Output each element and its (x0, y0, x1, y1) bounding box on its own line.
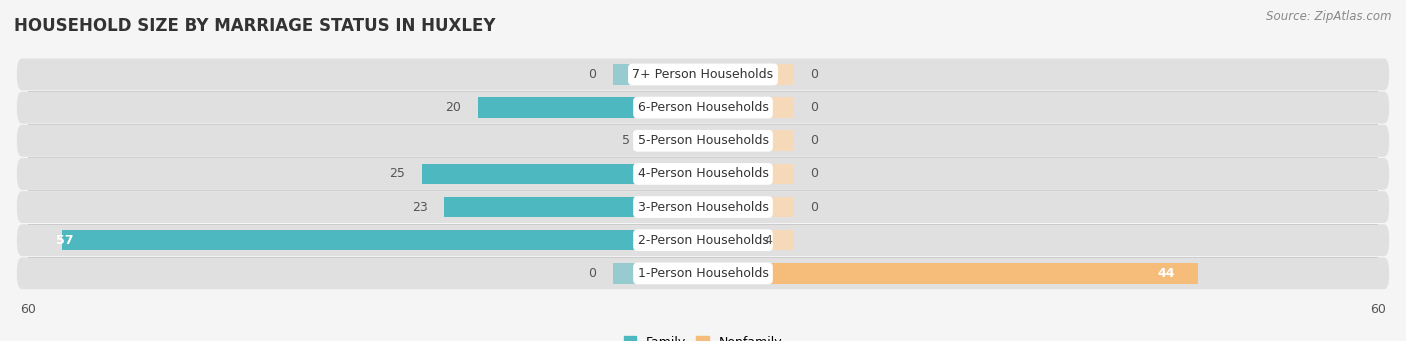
Text: 20: 20 (446, 101, 461, 114)
Text: 1-Person Households: 1-Person Households (637, 267, 769, 280)
Text: 57: 57 (56, 234, 73, 247)
Bar (613, 64, 703, 85)
FancyBboxPatch shape (17, 92, 1389, 123)
Bar (613, 263, 703, 284)
Bar (703, 230, 793, 251)
Bar (444, 197, 703, 217)
Text: 7+ Person Households: 7+ Person Households (633, 68, 773, 81)
Text: 0: 0 (588, 68, 596, 81)
FancyBboxPatch shape (17, 257, 1389, 289)
Text: Source: ZipAtlas.com: Source: ZipAtlas.com (1267, 10, 1392, 23)
Bar (703, 230, 748, 251)
Text: 5: 5 (621, 134, 630, 147)
Bar (647, 131, 703, 151)
Bar (703, 97, 793, 118)
FancyBboxPatch shape (17, 158, 1389, 190)
Bar (703, 263, 793, 284)
Bar (703, 197, 793, 217)
Bar (703, 164, 793, 184)
Bar (62, 230, 703, 251)
FancyBboxPatch shape (17, 125, 1389, 157)
FancyBboxPatch shape (17, 224, 1389, 256)
Bar (703, 131, 793, 151)
Bar (478, 97, 703, 118)
Bar (703, 64, 793, 85)
Text: 0: 0 (810, 68, 818, 81)
Text: 0: 0 (588, 267, 596, 280)
Text: 0: 0 (810, 101, 818, 114)
Text: 4-Person Households: 4-Person Households (637, 167, 769, 180)
Text: 4: 4 (765, 234, 773, 247)
Text: 0: 0 (810, 134, 818, 147)
Text: 5-Person Households: 5-Person Households (637, 134, 769, 147)
FancyBboxPatch shape (17, 191, 1389, 223)
FancyBboxPatch shape (17, 59, 1389, 90)
Text: 0: 0 (810, 201, 818, 213)
Text: 2-Person Households: 2-Person Households (637, 234, 769, 247)
Bar (703, 263, 1198, 284)
Text: 0: 0 (810, 167, 818, 180)
Text: 23: 23 (412, 201, 427, 213)
Bar (422, 164, 703, 184)
Legend: Family, Nonfamily: Family, Nonfamily (619, 331, 787, 341)
Text: 44: 44 (1159, 267, 1175, 280)
Text: 6-Person Households: 6-Person Households (637, 101, 769, 114)
Text: 25: 25 (389, 167, 405, 180)
Text: HOUSEHOLD SIZE BY MARRIAGE STATUS IN HUXLEY: HOUSEHOLD SIZE BY MARRIAGE STATUS IN HUX… (14, 17, 495, 35)
Text: 3-Person Households: 3-Person Households (637, 201, 769, 213)
